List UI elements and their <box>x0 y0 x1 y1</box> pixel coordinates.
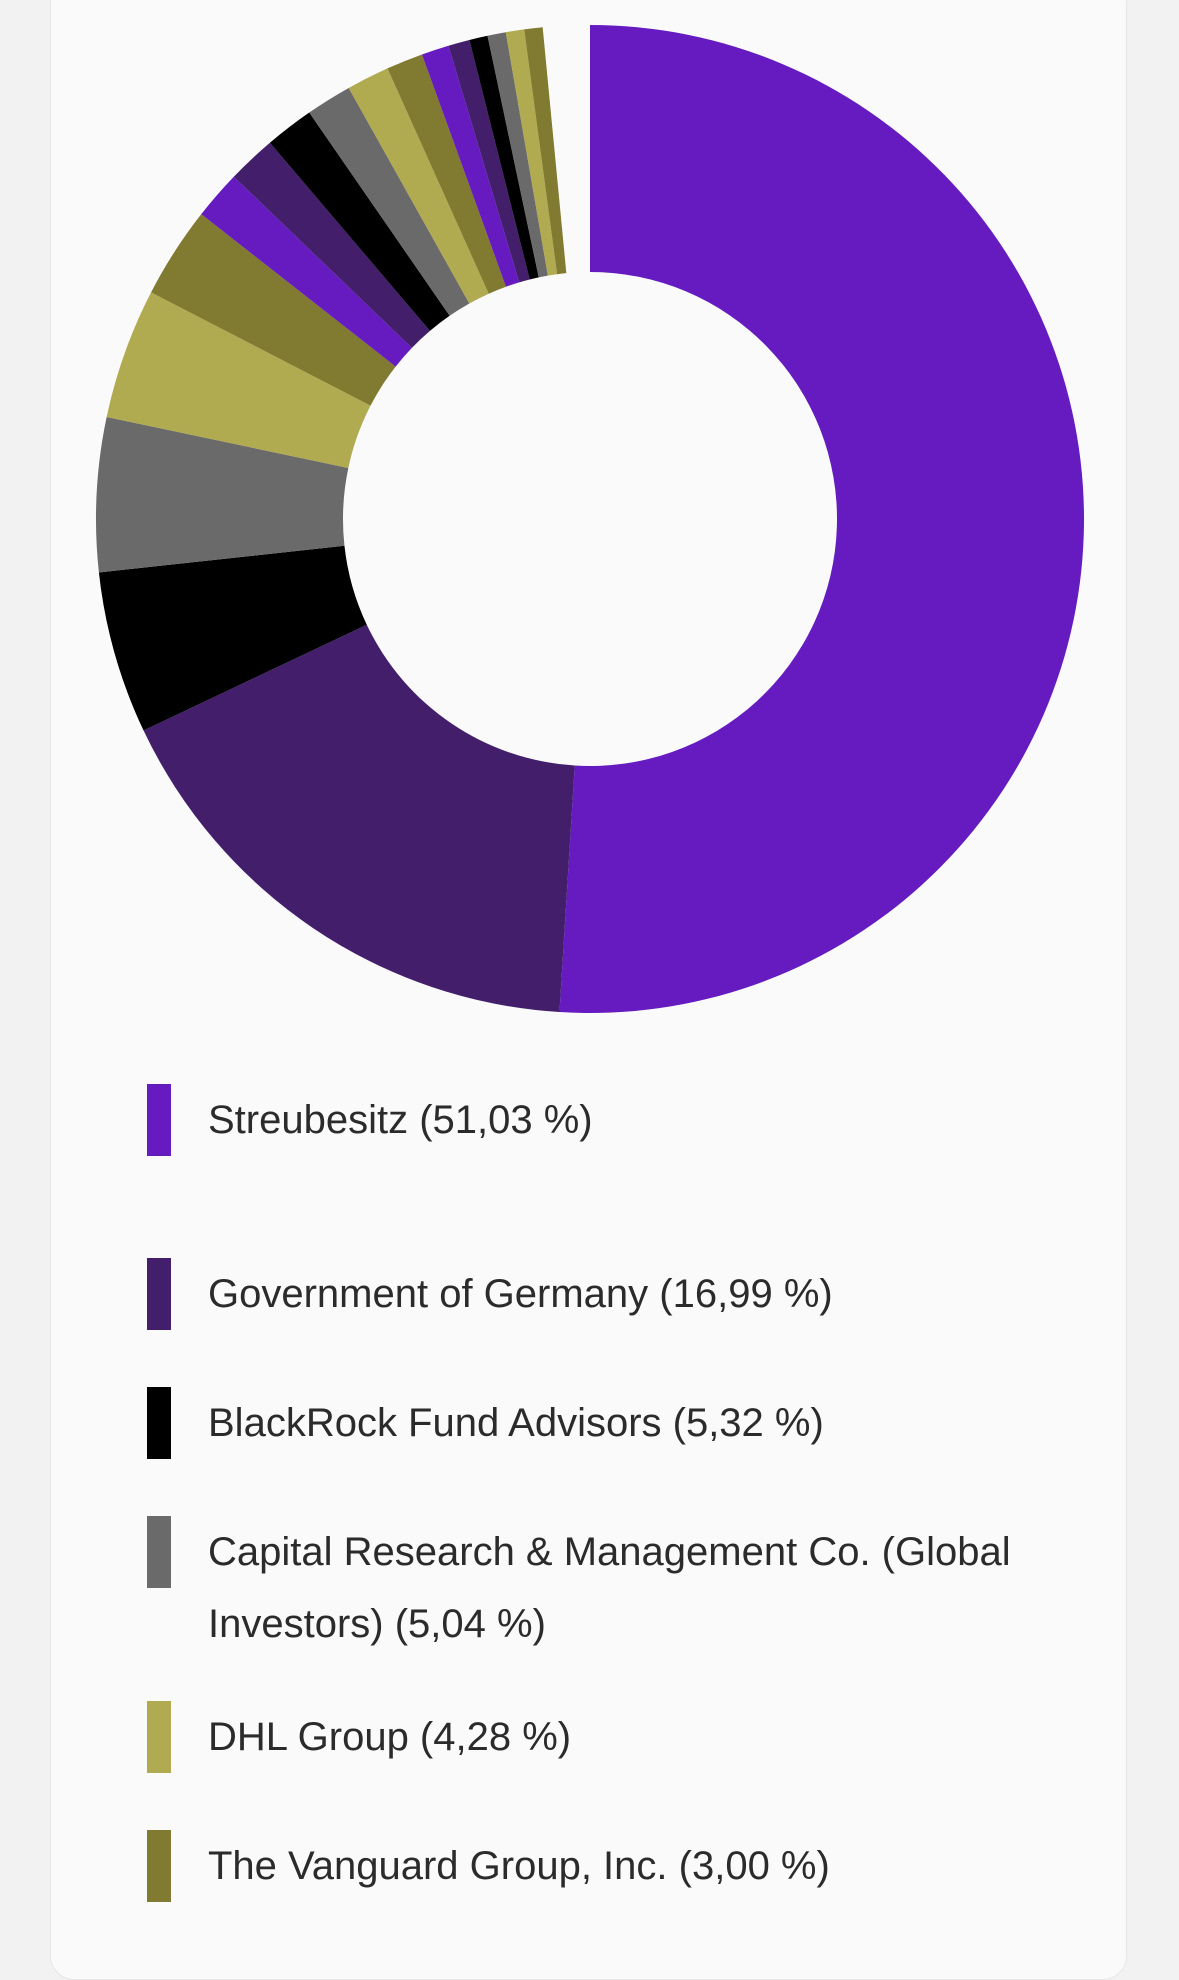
donut-slice-11[interactable] <box>348 68 489 304</box>
legend-swatch <box>147 1830 171 1902</box>
legend-label: BlackRock Fund Advisors (5,32 %) <box>208 1401 824 1445</box>
legend-swatch <box>147 1084 171 1156</box>
legend-label: DHL Group (4,28 %) <box>208 1715 572 1759</box>
donut-slice-7[interactable] <box>201 176 412 367</box>
legend-label: Streubesitz (51,03 %) <box>208 1098 593 1142</box>
donut-slice-15[interactable] <box>469 35 539 280</box>
donut-slice-2[interactable] <box>143 624 575 1013</box>
donut-slice-9[interactable] <box>269 112 450 331</box>
donut-slice-10[interactable] <box>309 87 470 316</box>
legend-swatch <box>147 1516 171 1588</box>
donut-slice-16[interactable] <box>487 32 548 278</box>
donut-slice-14[interactable] <box>448 39 530 283</box>
legend-swatch <box>147 1258 171 1330</box>
donut-chart <box>95 24 1085 1013</box>
chart-card: Streubesitz (51,03 %) Government of Germa… <box>50 0 1127 1980</box>
donut-slice-6[interactable] <box>151 214 396 406</box>
donut-slice-5[interactable] <box>106 292 371 468</box>
donut-slice-18[interactable] <box>524 27 567 275</box>
donut-slice-12[interactable] <box>387 54 506 294</box>
donut-slice-13[interactable] <box>421 45 520 287</box>
legend-label: Government of Germany (16,99 %) <box>208 1272 833 1316</box>
legend-label: The Vanguard Group, Inc. (3,00 %) <box>208 1844 830 1888</box>
donut-slice-4[interactable] <box>95 416 349 573</box>
legend-swatch <box>147 1387 171 1459</box>
donut-slice-8[interactable] <box>233 142 430 348</box>
legend-swatch <box>147 1701 171 1773</box>
donut-slice-17[interactable] <box>505 29 558 276</box>
donut-slice-3[interactable] <box>98 545 367 731</box>
legend-label: Capital Research & Management Co. (Globa… <box>208 1530 1011 1646</box>
donut-slice-1[interactable] <box>559 24 1085 1013</box>
